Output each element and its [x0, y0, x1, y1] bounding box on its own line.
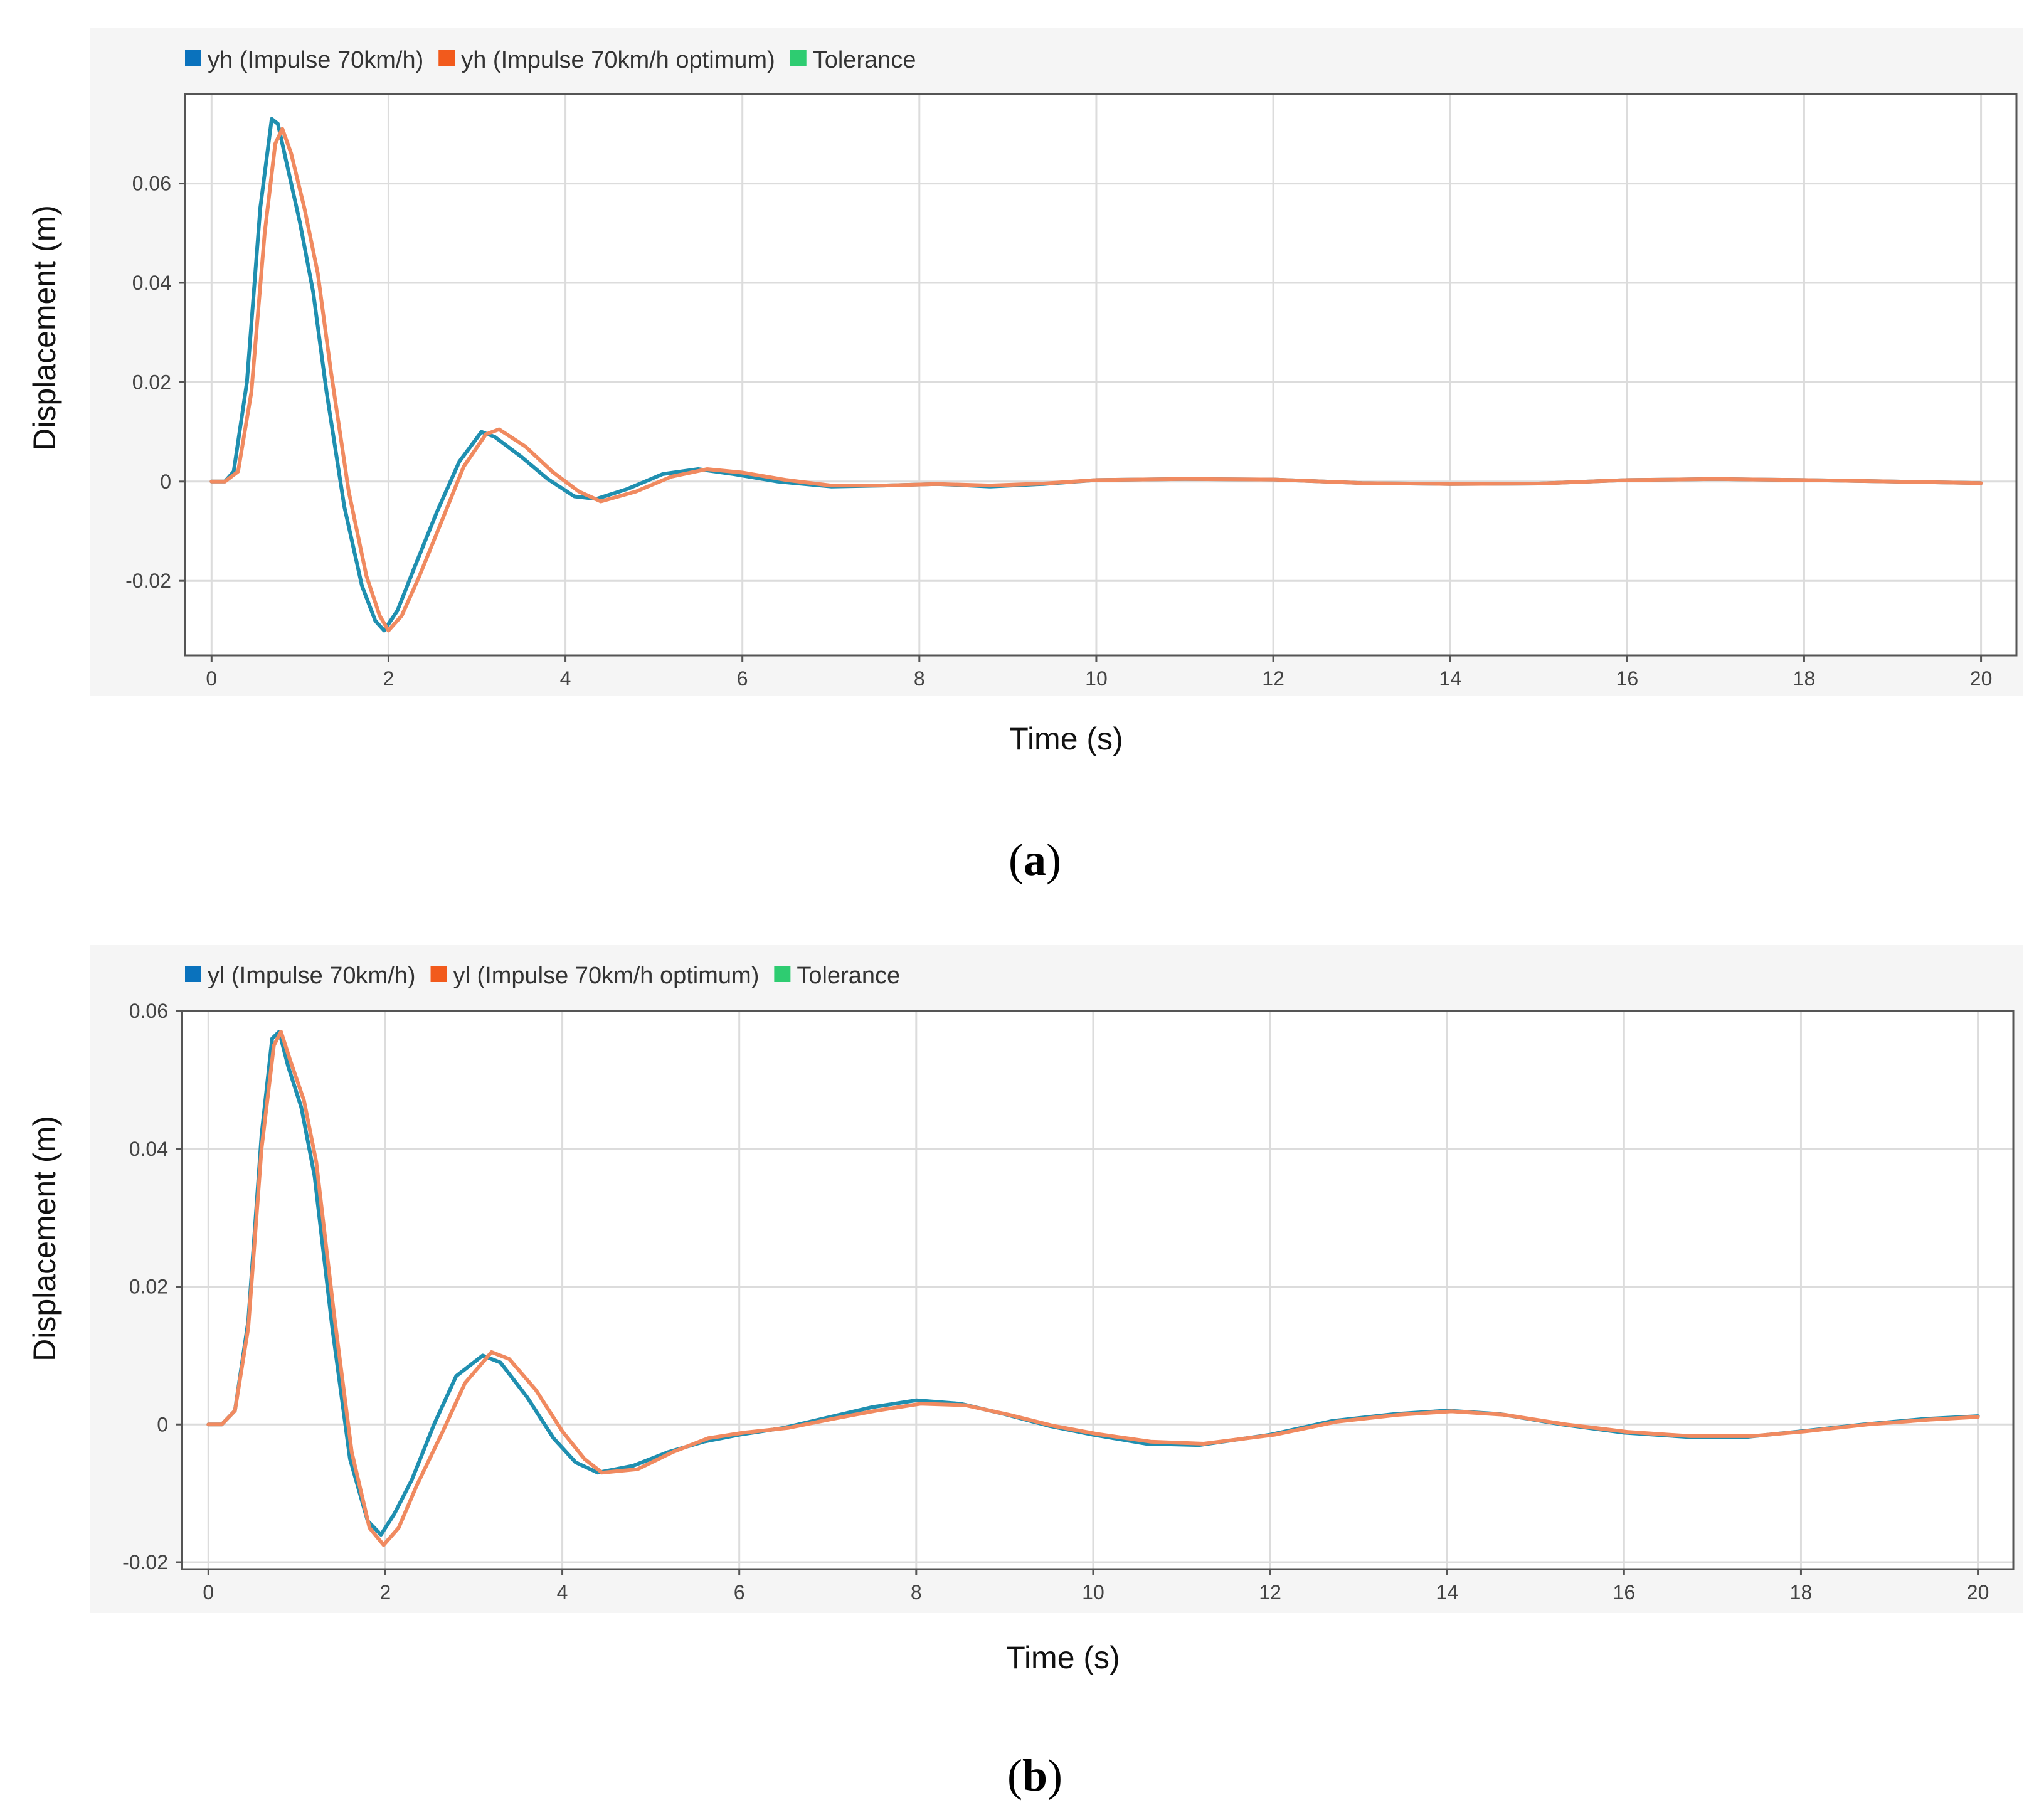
plot-area	[182, 1011, 2013, 1569]
x-tick-label: 20	[1967, 1581, 1989, 1604]
x-tick-label: 16	[1616, 667, 1639, 690]
x-tick-label: 4	[560, 667, 571, 690]
x-tick-label: 8	[911, 1581, 922, 1604]
x-tick-label: 2	[383, 667, 395, 690]
y-tick-label: 0.02	[129, 1276, 168, 1298]
x-tick-label: 12	[1259, 1581, 1281, 1604]
legend-label: yh (Impulse 70km/h)	[208, 47, 423, 73]
y-axis-label: Displacement (m)	[27, 1116, 62, 1362]
panel-label: (a)	[1009, 835, 1061, 885]
x-tick-label: 2	[380, 1581, 391, 1604]
legend-swatch	[185, 50, 201, 66]
plot-area	[185, 94, 2016, 655]
y-axis-label: Displacement (m)	[27, 205, 62, 451]
y-tick-label: 0	[160, 470, 171, 493]
legend-swatch	[185, 966, 201, 982]
y-tick-label: 0.04	[132, 272, 171, 294]
x-tick-label: 18	[1790, 1581, 1813, 1604]
x-tick-label: 10	[1085, 667, 1108, 690]
x-tick-label: 14	[1439, 667, 1461, 690]
legend-swatch	[790, 50, 807, 66]
series-line-2	[209, 127, 1983, 633]
legend-swatch	[430, 966, 447, 982]
x-tick-label: 20	[1970, 667, 1993, 690]
x-tick-label: 4	[557, 1581, 568, 1604]
legend-label: yh (Impulse 70km/h optimum)	[461, 47, 775, 73]
series-line-2	[206, 1030, 1980, 1547]
chart-panel-b: 0 2 4 6 8 10 12 14 16 18 20 0.06 0.04 0.02 0 -0.02 yl (I…	[27, 945, 2023, 1801]
x-tick-label: 0	[206, 667, 217, 690]
x-tick-label: 0	[203, 1581, 214, 1604]
panel-label: (b)	[1007, 1750, 1062, 1801]
x-tick-label: 6	[734, 1581, 745, 1604]
legend-label: Tolerance	[797, 963, 900, 989]
plot-border	[184, 93, 2018, 657]
y-tick-label: 0.02	[132, 371, 171, 393]
legend-label: yl (Impulse 70km/h)	[208, 963, 416, 989]
y-tick-label: -0.02	[122, 1551, 168, 1574]
x-tick-label: 8	[914, 667, 925, 690]
x-tick-label: 18	[1793, 667, 1816, 690]
x-tick-label: 12	[1262, 667, 1284, 690]
x-axis-label: Time (s)	[1006, 1640, 1120, 1675]
legend-label: yl (Impulse 70km/h optimum)	[453, 963, 760, 989]
legend-swatch	[438, 50, 455, 66]
y-tick-label: -0.02	[125, 569, 171, 592]
x-axis-label: Time (s)	[1009, 721, 1123, 756]
legend-swatch	[774, 966, 791, 982]
y-tick-label: 0.06	[129, 1000, 168, 1022]
x-tick-label: 6	[737, 667, 748, 690]
x-tick-label: 14	[1436, 1581, 1458, 1604]
plot-border	[181, 1010, 2015, 1570]
x-tick-label: 16	[1613, 1581, 1636, 1604]
y-tick-label: 0	[157, 1413, 168, 1436]
x-tick-label: 10	[1082, 1581, 1104, 1604]
chart-panel-a: 0 2 4 6 8 10 12 14 16 18 20 0.06 0.04 0.02 0 -0.02 yh (I…	[27, 28, 2023, 885]
y-tick-label: 0.04	[129, 1138, 168, 1160]
y-tick-label: 0.06	[132, 172, 171, 195]
legend-label: Tolerance	[813, 47, 916, 73]
